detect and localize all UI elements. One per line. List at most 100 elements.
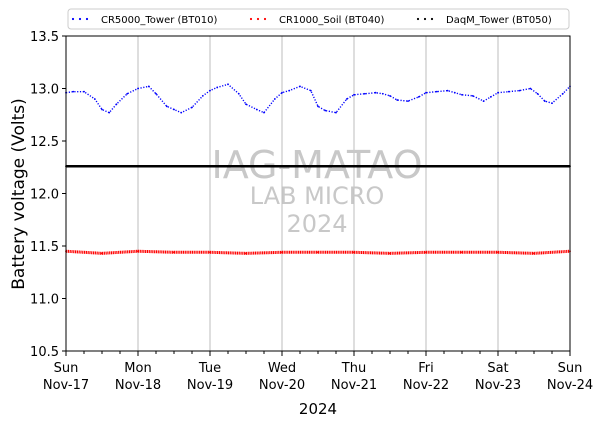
data-point [417,96,420,98]
x-tick-date: Nov-24 [547,378,593,393]
data-point [543,100,546,102]
data-point [497,251,499,254]
legend-marker [416,17,420,21]
data-point [72,90,75,93]
data-point [497,91,499,94]
x-tick-date: Nov-23 [475,378,521,393]
data-point [461,93,463,96]
legend-marker [249,17,253,21]
data-point [263,111,265,114]
legend-marker [256,17,260,21]
data-point [425,251,427,254]
data-point [533,252,535,255]
data-point [309,89,312,92]
data-point [374,91,377,94]
data-point [299,85,301,88]
vertical-grid [137,36,499,351]
watermark: IAG-MATAO LAB MICRO 2024 [211,143,422,238]
data-point [173,108,175,111]
data-point [93,98,96,100]
data-point [288,89,291,92]
data-point [173,251,175,254]
y-tick-label: 13.5 [30,30,59,45]
data-point [345,98,348,100]
data-point [180,111,183,114]
legend: CR5000_Tower (BT010) CR1000_Soil (BT040) D… [67,8,570,30]
legend-item: CR5000_Tower (BT010) [71,15,217,26]
y-axis-label: Battery voltage (Volts) [9,98,29,289]
data-point [353,93,355,96]
x-tick-date: Nov-18 [115,378,161,393]
data-point [407,100,409,102]
data-point [507,90,510,93]
data-point [126,92,129,95]
data-point [363,92,366,95]
y-tick-label: 10.5 [30,345,59,360]
data-point [281,91,283,94]
data-point [237,92,240,95]
legend-box [67,8,570,30]
data-point [489,96,492,98]
series-2 [65,164,571,168]
x-tick-day: Fri [418,361,434,376]
data-point [216,86,219,89]
data-point [425,91,427,94]
data-point [137,250,139,253]
data-point [155,92,157,95]
series-layer [65,83,571,255]
x-tick-date: Nov-17 [43,378,89,393]
series-line [65,83,571,114]
data-point [101,252,103,255]
x-tick-day: Wed [268,361,296,376]
x-tick-day: Thu [341,361,366,376]
data-point [101,108,103,111]
data-point [115,103,118,106]
x-tick-date: Nov-20 [259,378,305,393]
data-point [255,108,258,111]
data-point [529,87,532,90]
data-point [245,252,247,255]
x-tick-date: Nov-22 [403,378,449,393]
data-point [209,251,211,254]
legend-label: DaqM_Tower (BT050) [446,15,552,26]
data-point [551,102,553,105]
data-point [273,98,276,100]
data-point [281,251,283,254]
watermark-line-2: LAB MICRO [250,182,385,210]
data-point [317,251,319,254]
data-point [446,89,449,92]
legend-marker [78,17,82,21]
data-point [471,94,474,97]
data-point [209,89,211,92]
data-point [137,87,139,90]
y-tick-label: 11.5 [30,240,59,255]
x-tick-date: Nov-19 [187,378,233,393]
data-point [324,109,327,112]
data-point [353,251,355,254]
data-point [518,89,521,92]
y-tick-label: 13.0 [30,83,59,98]
data-point [191,106,193,109]
data-point [108,111,111,114]
data-point [389,94,391,97]
legend-label: CR1000_Soil (BT040) [279,15,385,26]
data-point [245,103,247,106]
legend-item: CR1000_Soil (BT040) [249,15,385,26]
data-point [389,252,391,255]
legend-label: CR5000_Tower (BT010) [101,15,217,26]
x-tick-day: Sun [54,361,79,376]
x-tick-day: Tue [198,361,221,376]
data-point [461,251,463,254]
x-tick-day: Sat [487,361,508,376]
legend-marker [71,17,75,21]
data-point [381,92,384,95]
data-point [435,90,438,93]
y-tick-label: 11.0 [30,293,59,308]
series-0 [65,83,571,114]
y-tick-label: 12.0 [30,188,59,203]
legend-marker [430,17,434,21]
x-tick-day: Sun [558,361,583,376]
x-tick-day: Mon [124,361,151,376]
legend-marker [423,17,427,21]
data-point [536,92,539,95]
